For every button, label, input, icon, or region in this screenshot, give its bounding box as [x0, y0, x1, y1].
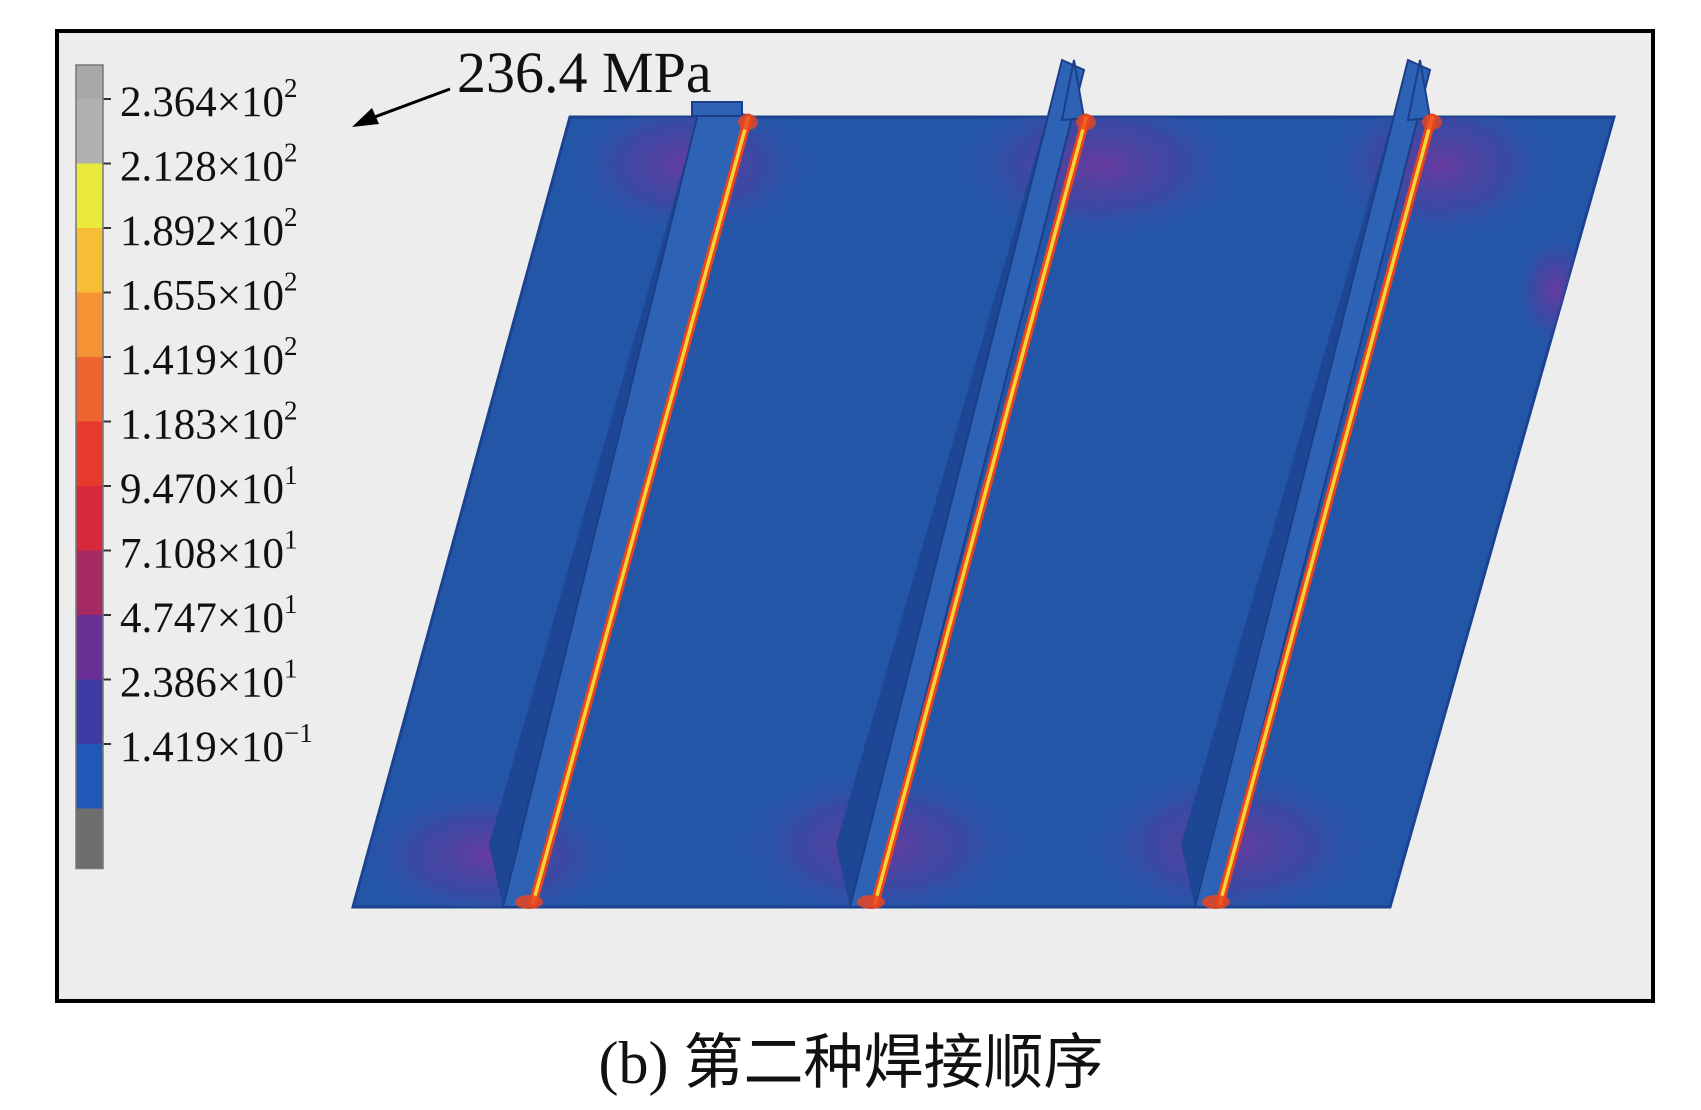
legend-swatch — [76, 163, 103, 229]
weld-seam-core — [1218, 116, 1434, 905]
weld-end-hotspot — [1202, 895, 1230, 909]
stiffener-tip — [1060, 59, 1086, 122]
legend-label: 4.747×101 — [120, 589, 298, 642]
legend-label: 1.419×10−1 — [120, 718, 313, 771]
legend-swatch — [76, 292, 103, 358]
legend-cap-bottom — [76, 808, 103, 869]
weld-end-hotspot — [1422, 114, 1442, 130]
weld-seam-core — [873, 116, 1088, 905]
max-stress-annotation: 236.4 MPa — [352, 40, 712, 127]
legend-swatch — [76, 744, 103, 809]
weld-end-hotspot — [857, 895, 885, 909]
legend-label: 1.892×102 — [120, 202, 298, 255]
stiffener-tip — [691, 101, 743, 117]
color-legend: 2.364×102 2.128×102 1.892×102 1.655×102 1.41… — [75, 64, 313, 870]
weld-end-hotspot — [738, 114, 758, 130]
legend-label: 9.470×101 — [120, 460, 298, 513]
stiffeners — [489, 58, 1442, 909]
legend-swatch — [76, 679, 103, 745]
legend-label: 1.419×102 — [120, 331, 298, 384]
annotation-arrow-line — [371, 87, 451, 120]
legend-label: 2.128×102 — [120, 138, 298, 191]
legend-label: 1.655×102 — [120, 267, 298, 320]
legend-cap-top — [76, 65, 103, 99]
legend-swatch — [76, 99, 103, 164]
stiffener-tip — [1406, 59, 1432, 122]
legend-label: 7.108×101 — [120, 525, 298, 578]
figure-caption: (b) 第二种焊接顺序 — [599, 1030, 1104, 1096]
legend-label: 1.183×102 — [120, 396, 298, 449]
legend-label: 2.386×101 — [120, 654, 298, 707]
legend-swatch — [76, 421, 103, 487]
weld-end-hotspot — [1076, 114, 1096, 130]
legend-swatch — [76, 228, 103, 293]
weld-seam-core — [531, 116, 750, 905]
legend-swatch — [76, 486, 103, 551]
heat-zone — [353, 785, 630, 907]
max-stress-label: 236.4 MPa — [457, 40, 712, 105]
legend-swatch — [76, 357, 103, 422]
legend-swatch — [76, 615, 103, 680]
weld-end-hotspot — [515, 895, 543, 909]
legend-bar-outline — [75, 64, 104, 870]
annotation-arrowhead — [352, 108, 379, 127]
legend-swatch — [76, 550, 103, 616]
legend-label: 2.364×102 — [120, 73, 298, 126]
